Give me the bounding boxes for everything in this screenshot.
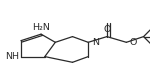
Text: NH: NH <box>5 52 19 61</box>
Text: H₂N: H₂N <box>32 23 50 32</box>
Text: O: O <box>129 38 137 47</box>
Text: O: O <box>103 25 111 34</box>
Text: N: N <box>92 38 99 47</box>
